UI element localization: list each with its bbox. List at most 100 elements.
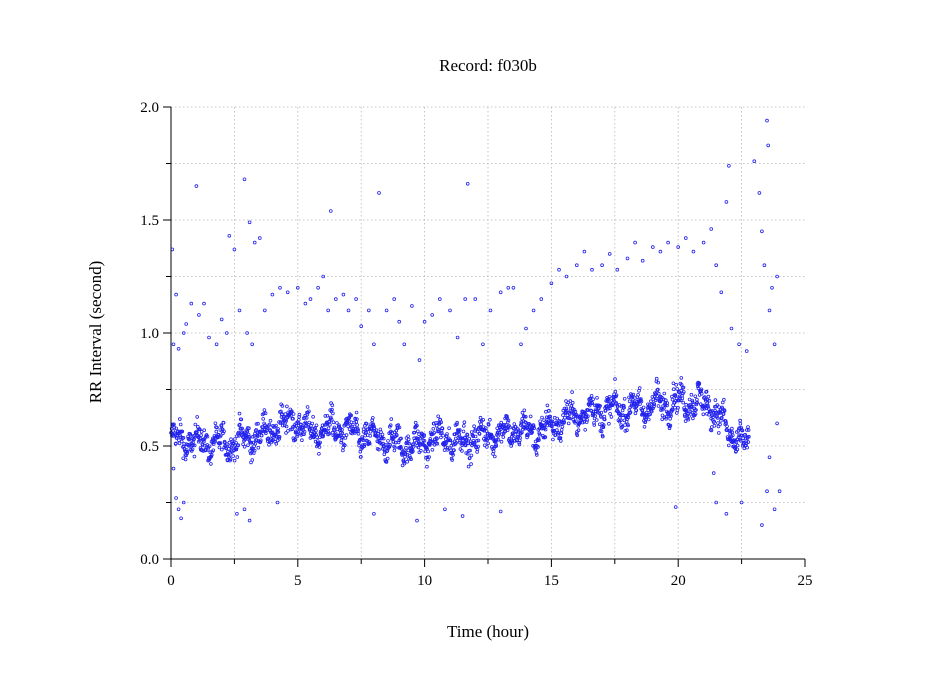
data-point: [468, 448, 472, 453]
data-point: [649, 399, 653, 404]
data-point: [699, 387, 704, 392]
data-point: [486, 441, 490, 446]
data-point: [666, 240, 670, 245]
data-point: [415, 423, 419, 428]
data-point: [434, 423, 439, 428]
data-point: [227, 454, 231, 459]
data-point: [179, 439, 184, 444]
data-point: [697, 381, 702, 386]
data-point: [775, 274, 779, 279]
data-point: [473, 434, 478, 439]
data-point: [186, 434, 190, 439]
data-point: [317, 445, 322, 449]
data-point: [465, 451, 470, 456]
data-point: [709, 409, 713, 413]
y-tick-label: 0.0: [140, 552, 159, 568]
data-point: [178, 422, 183, 427]
data-point: [242, 177, 247, 182]
data-point: [440, 426, 445, 431]
data-point: [607, 421, 611, 426]
data-point: [445, 432, 449, 436]
data-point: [340, 431, 345, 436]
data-point: [602, 417, 607, 422]
data-point: [766, 143, 770, 148]
data-point: [224, 442, 229, 446]
data-point: [174, 292, 178, 297]
data-point: [219, 424, 224, 429]
data-point: [534, 451, 539, 455]
data-point: [512, 422, 517, 426]
data-point: [407, 441, 412, 446]
data-point: [379, 430, 383, 434]
data-point: [387, 444, 392, 449]
data-point: [192, 454, 197, 459]
data-point: [416, 437, 420, 441]
data-point: [702, 395, 707, 399]
data-point: [536, 445, 540, 449]
data-point: [328, 422, 332, 427]
data-point: [240, 426, 245, 431]
data-point: [174, 441, 178, 446]
data-point: [268, 418, 273, 423]
data-point: [218, 441, 223, 445]
data-point: [331, 411, 335, 416]
x-tick-label: 10: [417, 573, 432, 589]
data-point: [460, 438, 465, 442]
data-point: [699, 391, 704, 396]
data-point: [568, 416, 572, 421]
data-point: [739, 500, 744, 505]
data-point: [730, 426, 734, 431]
data-point: [307, 420, 312, 425]
data-point: [342, 443, 347, 448]
data-point: [402, 342, 407, 347]
data-point: [543, 427, 548, 432]
data-point: [606, 406, 611, 411]
data-point: [270, 430, 275, 435]
data-point: [444, 441, 448, 446]
data-point: [189, 301, 194, 306]
data-point: [447, 426, 451, 431]
data-point: [631, 398, 635, 402]
data-point: [393, 445, 397, 450]
data-point: [242, 444, 247, 449]
data-point: [399, 446, 404, 451]
data-point: [179, 516, 183, 521]
data-point: [675, 387, 679, 391]
data-point: [318, 440, 322, 445]
data-point: [257, 236, 262, 240]
data-point: [401, 458, 406, 463]
data-point: [620, 408, 625, 413]
data-point: [747, 434, 751, 439]
data-point: [365, 439, 370, 443]
data-point: [549, 281, 554, 286]
data-point: [488, 308, 493, 313]
data-point: [705, 403, 710, 408]
data-point: [599, 429, 604, 434]
data-point: [259, 433, 264, 438]
data-point: [469, 462, 473, 466]
data-point: [624, 413, 628, 418]
data-point: [745, 445, 749, 450]
data-point: [618, 418, 623, 423]
data-point: [323, 414, 328, 418]
data-point: [614, 400, 618, 405]
data-point: [280, 423, 285, 428]
data-point: [197, 313, 201, 317]
data-point: [670, 407, 674, 412]
data-point: [176, 346, 181, 351]
data-point: [467, 456, 472, 460]
data-point: [329, 417, 334, 422]
data-point: [705, 401, 709, 406]
data-point: [463, 443, 468, 448]
data-point: [590, 401, 594, 406]
data-point: [511, 285, 516, 290]
data-point: [341, 448, 345, 453]
data-point: [536, 436, 541, 441]
data-point: [193, 422, 198, 427]
data-point: [310, 421, 315, 426]
data-point: [659, 397, 664, 402]
data-point: [174, 426, 179, 431]
data-point: [690, 400, 695, 405]
data-point: [235, 455, 240, 459]
data-point: [227, 234, 232, 238]
